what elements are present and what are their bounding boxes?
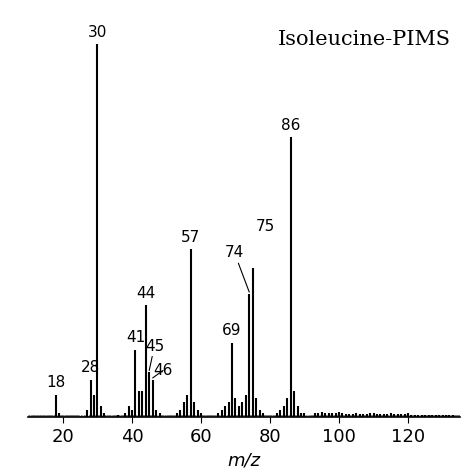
Text: 30: 30 <box>88 25 107 40</box>
Text: 18: 18 <box>46 375 66 390</box>
Text: 75: 75 <box>255 219 275 234</box>
Text: 57: 57 <box>181 230 200 245</box>
Text: 44: 44 <box>136 286 155 301</box>
Text: Isoleucine-PIMS: Isoleucine-PIMS <box>278 30 451 49</box>
Text: 45: 45 <box>145 339 164 371</box>
X-axis label: m/z: m/z <box>228 451 261 469</box>
Text: 74: 74 <box>225 246 249 292</box>
Text: 41: 41 <box>126 330 145 346</box>
Text: 46: 46 <box>153 363 173 378</box>
Text: 69: 69 <box>222 323 242 338</box>
Text: 28: 28 <box>81 360 100 375</box>
Text: 86: 86 <box>281 118 301 133</box>
